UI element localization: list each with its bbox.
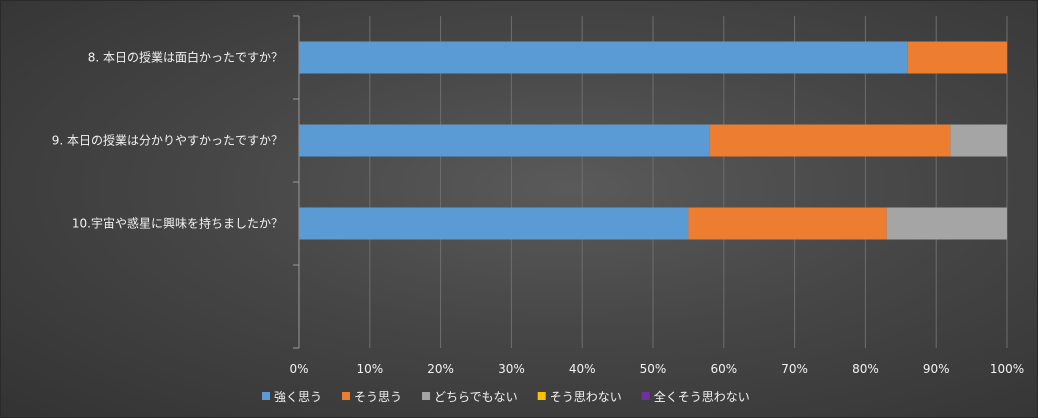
x-tick-label: 0% [289,362,308,376]
legend-swatch [422,392,431,400]
legend-label: そう思う [354,390,402,404]
bar-segment [709,124,951,157]
x-tick-label: 50% [640,362,667,376]
x-tick-label: 70% [781,362,808,376]
legend-swatch [537,392,546,400]
bar-segment [299,41,908,74]
bar-segment [907,41,1007,74]
bar-segment [688,207,887,240]
x-tick-label: 30% [498,362,525,376]
legend-label: そう思わない [550,390,622,404]
x-tick-label: 80% [852,362,879,376]
category-label: 10.宇宙や惑星に興味を持ちましたか？ [72,216,283,231]
x-tick-label: 90% [923,362,950,376]
bar-segment [299,124,710,157]
x-tick-label: 100% [990,362,1024,376]
x-tick-label: 10% [356,362,383,376]
legend-label: どちらでもない [434,390,518,404]
legend-swatch [262,392,270,400]
legend-label: 全くそう思わない [654,389,750,404]
legend-label: 強く思う [274,390,322,404]
x-tick-label: 20% [427,362,454,376]
x-tick-label: 40% [569,362,596,376]
category-label: 8. 本日の授業は面白かったですか？ [88,50,283,65]
x-tick-label: 60% [710,362,737,376]
category-label: 9. 本日の授業は分かりやすかったですか？ [52,133,283,148]
bar-segment [950,124,1007,157]
legend-swatch [342,392,351,400]
bar-segment [299,207,689,240]
bar-segment [886,207,1007,240]
legend-swatch [641,392,650,400]
